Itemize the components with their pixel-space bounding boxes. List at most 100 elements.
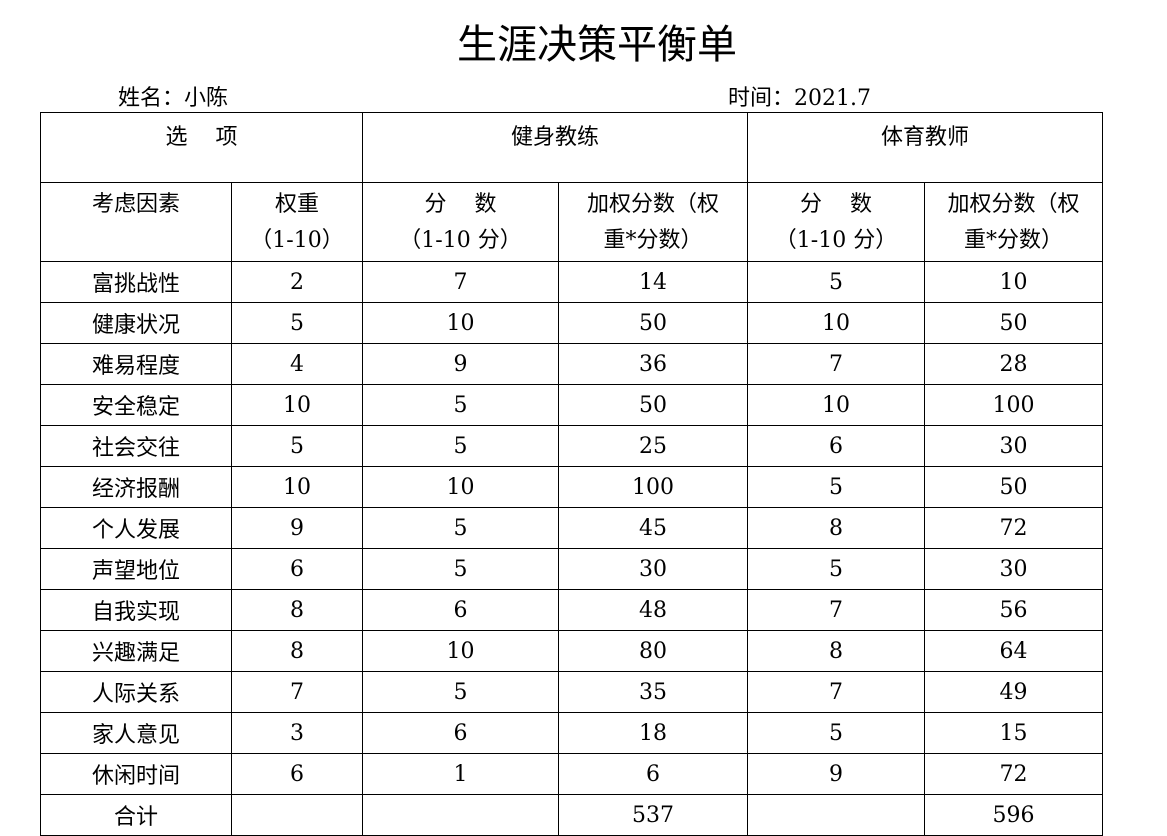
cell: 5: [362, 425, 559, 467]
cell: 48: [558, 589, 748, 631]
cell: 7: [362, 261, 559, 303]
cell: 5: [362, 384, 559, 426]
header-cell: 权重 （1-10）: [231, 182, 363, 262]
cell: 30: [924, 548, 1103, 590]
cell: 30: [924, 425, 1103, 467]
cell: 9: [231, 507, 363, 549]
cell: 5: [362, 671, 559, 713]
table: 选 项 健身教练 体育教师 考虑因素 权重 （1-10） 分 数 （1-10 分） …: [40, 112, 1103, 836]
cell: 64: [924, 630, 1103, 672]
row: 难易程度 4 9 36 7 28: [40, 343, 1103, 385]
cell: 人际关系: [40, 671, 232, 713]
row: 休闲时间 6 1 6 9 72: [40, 753, 1103, 795]
cell: 35: [558, 671, 748, 713]
cell: 25: [558, 425, 748, 467]
cell: 6: [362, 589, 559, 631]
cell: 6: [747, 425, 925, 467]
cell: 5: [747, 548, 925, 590]
cell: 28: [924, 343, 1103, 385]
cell: 72: [924, 507, 1103, 549]
cell: 6: [231, 753, 363, 795]
cell: 10: [747, 302, 925, 344]
cell: 72: [924, 753, 1103, 795]
cell: 80: [558, 630, 748, 672]
cell: 6: [231, 548, 363, 590]
cell: 声望地位: [40, 548, 232, 590]
cell: 100: [924, 384, 1103, 426]
cell: 45: [558, 507, 748, 549]
cell: 15: [924, 712, 1103, 754]
cell: 56: [924, 589, 1103, 631]
header-line: （1-10）: [250, 228, 344, 253]
cell: 36: [558, 343, 748, 385]
cell: 10: [231, 466, 363, 508]
header-line: （1-10 分）: [774, 228, 898, 253]
cell: 兴趣满足: [40, 630, 232, 672]
cell: 30: [558, 548, 748, 590]
cell: 个人发展: [40, 507, 232, 549]
cell: 5: [362, 507, 559, 549]
cell: 10: [362, 630, 559, 672]
cell: 6: [362, 712, 559, 754]
cell: 537: [558, 794, 748, 836]
cell: 50: [558, 384, 748, 426]
cell: 7: [747, 589, 925, 631]
cell: 健康状况: [40, 302, 232, 344]
row: 健康状况 5 10 50 10 50: [40, 302, 1103, 344]
row: 个人发展 9 5 45 8 72: [40, 507, 1103, 549]
cell: [362, 794, 559, 836]
cell: 10: [362, 466, 559, 508]
cell: 6: [558, 753, 748, 795]
time: 时间：2021.7: [728, 86, 871, 111]
cell: 经济报酬: [40, 466, 232, 508]
cell: 5: [747, 466, 925, 508]
cell: 5: [231, 302, 363, 344]
cell: 5: [747, 712, 925, 754]
header-cell: 加权分数（权 重*分数）: [558, 182, 748, 262]
cell: [231, 794, 363, 836]
row: 兴趣满足 8 10 80 8 64: [40, 630, 1103, 672]
cell: 596: [924, 794, 1103, 836]
cell: 18: [558, 712, 748, 754]
row: 社会交往 5 5 25 6 30: [40, 425, 1103, 467]
cell: 8: [231, 589, 363, 631]
header-cell: 体育教师: [747, 112, 1103, 183]
header-line: 分 数: [800, 192, 872, 217]
cell: 8: [747, 507, 925, 549]
header-line: 重*分数）: [603, 228, 703, 253]
cell: 7: [747, 343, 925, 385]
header-line: 加权分数（权: [947, 192, 1080, 217]
cell: 自我实现: [40, 589, 232, 631]
cell: 14: [558, 261, 748, 303]
cell: 富挑战性: [40, 261, 232, 303]
header-line: 权重: [274, 192, 319, 217]
header-cell: 分 数 （1-10 分）: [362, 182, 559, 262]
cell: 8: [231, 630, 363, 672]
header-line: 分 数: [424, 192, 497, 217]
cell: 休闲时间: [40, 753, 232, 795]
cell: 4: [231, 343, 363, 385]
cell: 10: [747, 384, 925, 426]
cell: 10: [362, 302, 559, 344]
row: 富挑战性 2 7 14 5 10: [40, 261, 1103, 303]
row: 人际关系 7 5 35 7 49: [40, 671, 1103, 713]
cell: 7: [747, 671, 925, 713]
cell: 8: [747, 630, 925, 672]
row: 安全稳定 10 5 50 10 100: [40, 384, 1103, 426]
cell: 50: [924, 302, 1103, 344]
header-line: 加权分数（权: [586, 192, 719, 217]
cell: 3: [231, 712, 363, 754]
header-cell: 健身教练: [362, 112, 748, 183]
row: 家人意见 3 6 18 5 15: [40, 712, 1103, 754]
cell: 1: [362, 753, 559, 795]
cell: 安全稳定: [40, 384, 232, 426]
header-cell: 加权分数（权 重*分数）: [924, 182, 1103, 262]
name: 姓名：小陈: [118, 86, 229, 111]
cell: 50: [558, 302, 748, 344]
cell: 合计: [40, 794, 232, 836]
cell: 100: [558, 466, 748, 508]
row: 声望地位 6 5 30 5 30: [40, 548, 1103, 590]
row: 经济报酬 10 10 100 5 50: [40, 466, 1103, 508]
header-line: （1-10 分）: [399, 228, 522, 253]
